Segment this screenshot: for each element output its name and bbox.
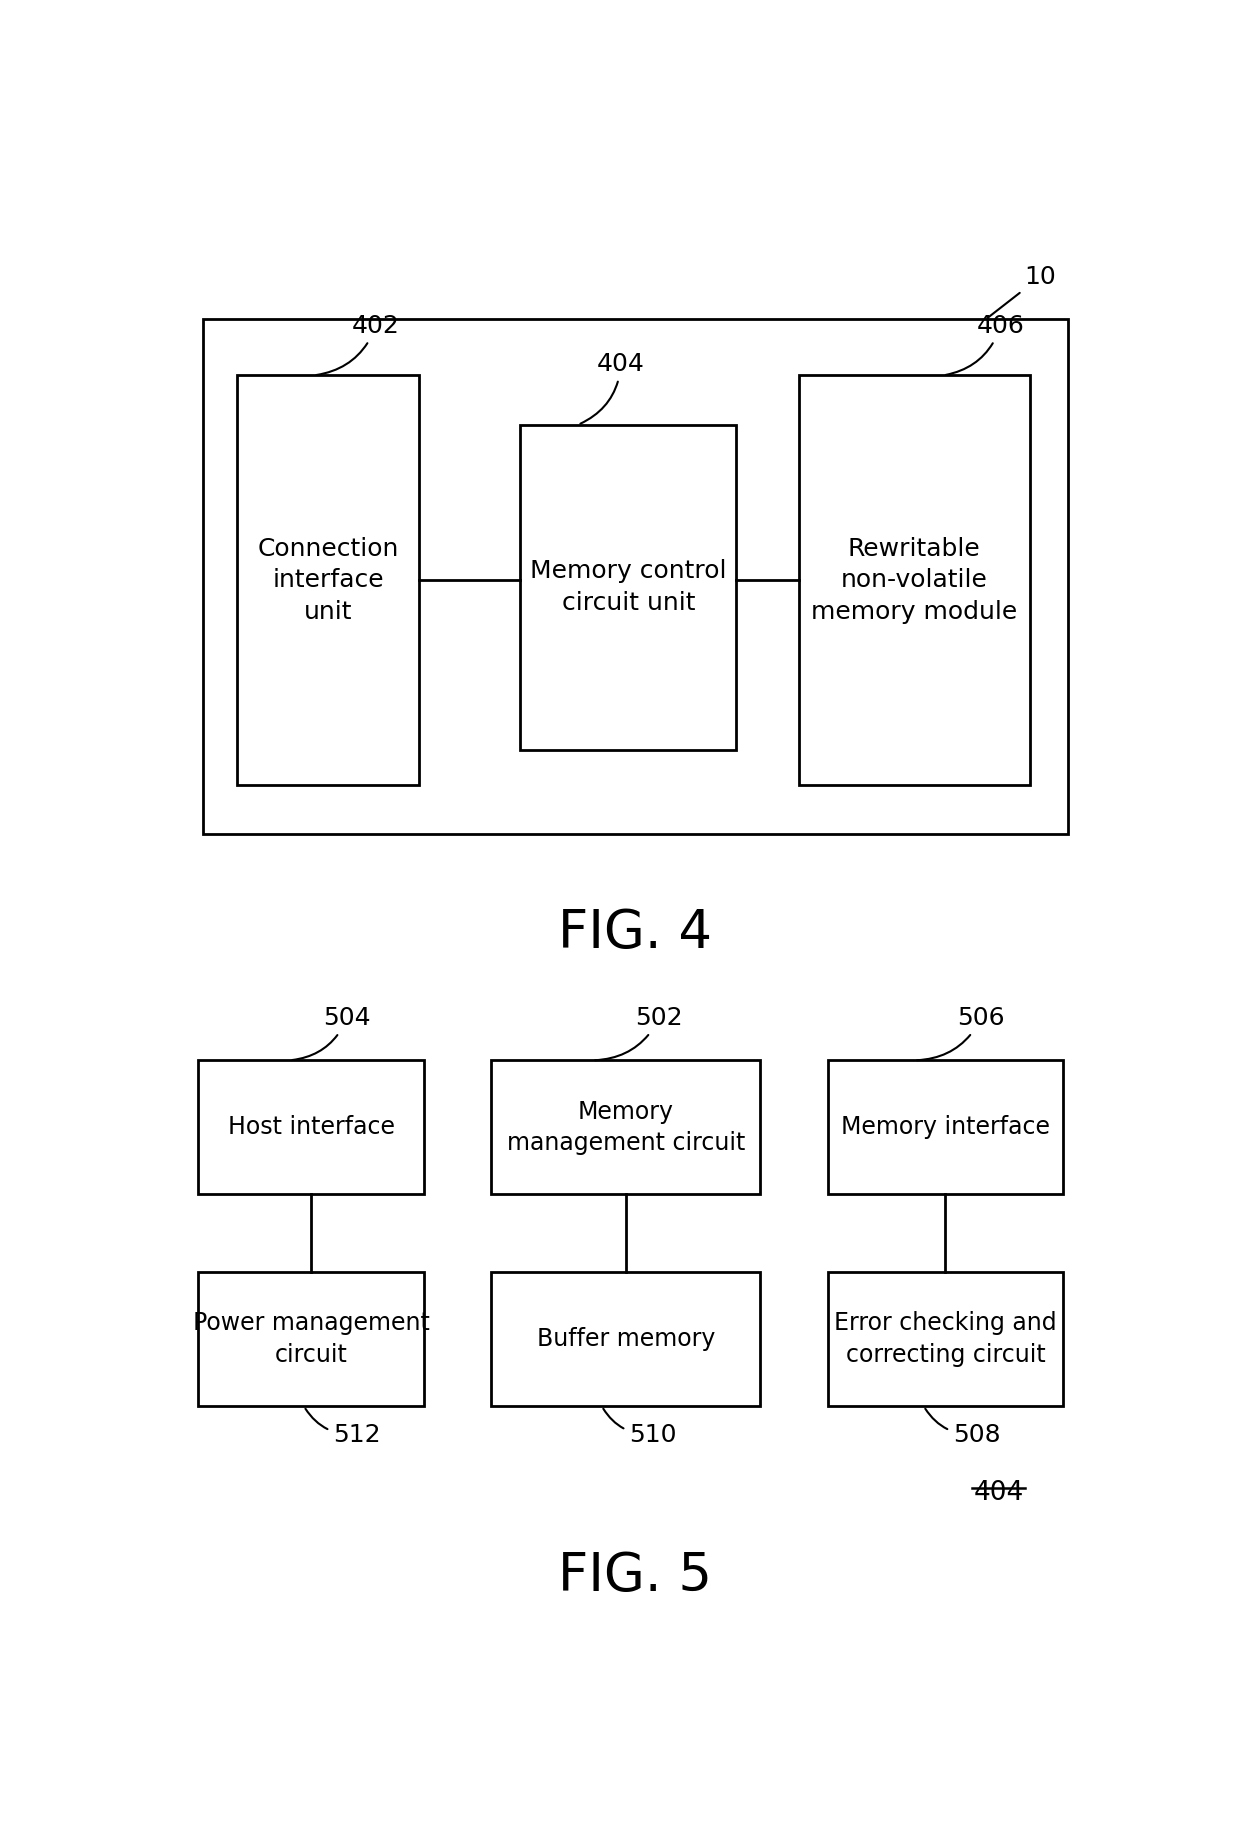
Text: FIG. 4: FIG. 4 bbox=[558, 908, 713, 959]
Text: 508: 508 bbox=[925, 1409, 1001, 1447]
Text: Power management
circuit: Power management circuit bbox=[192, 1311, 429, 1366]
Text: 404: 404 bbox=[580, 352, 645, 424]
Text: Memory control
circuit unit: Memory control circuit unit bbox=[529, 559, 727, 614]
Text: 504: 504 bbox=[293, 1007, 371, 1060]
Text: Host interface: Host interface bbox=[228, 1115, 394, 1139]
FancyBboxPatch shape bbox=[828, 1273, 1063, 1407]
Text: 502: 502 bbox=[595, 1007, 683, 1060]
Text: 512: 512 bbox=[305, 1409, 381, 1447]
Text: 506: 506 bbox=[916, 1007, 1006, 1060]
Text: FIG. 5: FIG. 5 bbox=[558, 1550, 713, 1601]
FancyBboxPatch shape bbox=[237, 376, 419, 785]
Text: Memory interface: Memory interface bbox=[841, 1115, 1050, 1139]
Text: Error checking and
correcting circuit: Error checking and correcting circuit bbox=[835, 1311, 1056, 1366]
FancyBboxPatch shape bbox=[198, 1060, 424, 1194]
Text: 406: 406 bbox=[946, 314, 1024, 374]
FancyBboxPatch shape bbox=[828, 1060, 1063, 1194]
Text: 402: 402 bbox=[316, 314, 399, 374]
Text: 404: 404 bbox=[973, 1480, 1024, 1506]
FancyBboxPatch shape bbox=[521, 425, 737, 750]
FancyBboxPatch shape bbox=[799, 376, 1029, 785]
FancyBboxPatch shape bbox=[491, 1273, 760, 1407]
Text: 510: 510 bbox=[604, 1409, 676, 1447]
Text: Rewritable
non-volatile
memory module: Rewritable non-volatile memory module bbox=[811, 537, 1017, 624]
Text: Connection
interface
unit: Connection interface unit bbox=[257, 537, 399, 624]
FancyBboxPatch shape bbox=[198, 1273, 424, 1407]
Text: 10: 10 bbox=[988, 264, 1056, 317]
FancyBboxPatch shape bbox=[491, 1060, 760, 1194]
Text: Memory
management circuit: Memory management circuit bbox=[507, 1100, 745, 1155]
FancyBboxPatch shape bbox=[203, 319, 1068, 834]
Text: Buffer memory: Buffer memory bbox=[537, 1328, 715, 1352]
